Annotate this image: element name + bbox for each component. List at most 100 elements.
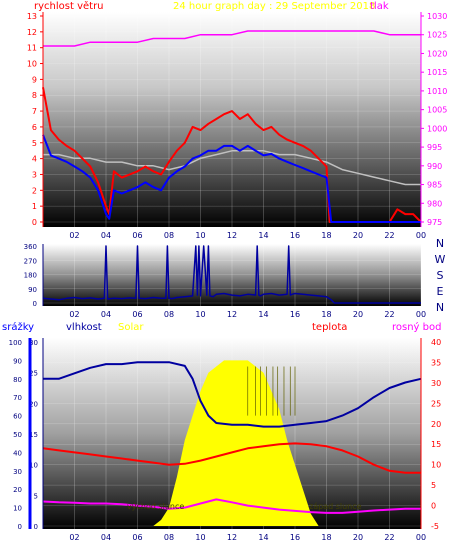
compass-letter: E: [437, 285, 444, 298]
x-tick-label: 08: [164, 533, 174, 542]
pressure-tick-label: 1015: [427, 68, 447, 77]
x-tick-label: 02: [69, 533, 79, 542]
dewpoint-line: [42, 498, 421, 514]
rain-tick-label: 90: [13, 357, 22, 365]
compass-letter: N: [436, 237, 444, 250]
x-tick-label: 10: [195, 533, 205, 542]
x-tick-label: 02: [69, 310, 79, 319]
temp-tick-label: 35: [431, 358, 441, 367]
temp-lines: [42, 361, 422, 514]
wind-tick-label: 8: [32, 91, 37, 100]
wind-tick-label: 2: [32, 186, 37, 195]
x-tick-label: 00: [416, 231, 426, 240]
pressure-tick-label: 990: [427, 162, 442, 171]
rain-axis-label: srážky: [2, 321, 34, 333]
temperature-line: [42, 442, 421, 474]
x-tick-label: 14: [258, 231, 268, 240]
pressure-tick-label: 1000: [427, 124, 447, 133]
wind-pressure-plot-area: [43, 12, 421, 227]
solar-tick-label: 15: [29, 431, 38, 439]
x-tick-label: 14: [258, 533, 268, 542]
wind-tick-label: 12: [27, 28, 37, 37]
x-tick-label: 22: [384, 310, 394, 319]
temp-tick-label: 20: [431, 420, 441, 429]
rain-tick-label: 60: [13, 413, 22, 421]
x-tick-label: 04: [101, 533, 111, 542]
wind-tick-label: 7: [32, 107, 37, 116]
wind-tick-label: 1: [32, 202, 37, 211]
x-tick-label: 08: [164, 310, 174, 319]
pressure-axis-label: tlak: [370, 1, 389, 12]
rain-tick-label: 50: [13, 431, 22, 439]
x-tick-label: 08: [164, 231, 174, 240]
x-tick-label: 10: [195, 231, 205, 240]
humidity-line: [43, 361, 422, 428]
wind-tick-label: 11: [27, 44, 37, 53]
pressure-trace-old: [43, 150, 421, 186]
pressure-tick-label: 1030: [427, 12, 447, 21]
temp-tick-label: 10: [431, 461, 441, 470]
x-tick-label: 12: [227, 231, 237, 240]
wind-direction-ticks: 0 90 180 270 360 02 04 06 08 10 12 14 16 18 20 22 00: [24, 243, 426, 319]
sunrise-label: východ slunce: [127, 502, 184, 511]
pressure-tick-label: 975: [427, 218, 442, 227]
direction-tick-label: 0: [33, 300, 37, 308]
pressure-tick-label: 995: [427, 143, 442, 152]
x-tick-label: 16: [290, 310, 300, 319]
x-tick-label: 20: [353, 310, 363, 319]
x-tick-label: 02: [69, 231, 79, 240]
pressure-tick-label: 1020: [427, 49, 447, 58]
x-tick-label: 12: [227, 533, 237, 542]
x-tick-label: 14: [258, 310, 268, 319]
wind-pressure-lines: [42, 30, 422, 223]
x-tick-label: 22: [384, 533, 394, 542]
solar-fill: [43, 360, 421, 526]
pressure-tick-label: 1010: [427, 87, 447, 96]
rain-tick-label: 70: [13, 394, 22, 402]
compass-letter: S: [437, 269, 444, 282]
pressure-tick-label: 985: [427, 181, 442, 190]
direction-tick-label: 360: [24, 243, 37, 251]
rain-tick-label: 20: [13, 486, 22, 494]
wind-direction-line: [42, 245, 421, 304]
solar-tick-label: 10: [29, 462, 38, 470]
x-tick-label: 06: [132, 310, 142, 319]
wind-tick-label: 13: [27, 12, 37, 21]
pressure-tick-label: 1025: [427, 31, 447, 40]
x-tick-label: 18: [321, 310, 331, 319]
x-tick-label: 00: [416, 533, 426, 542]
solar-area: [43, 360, 421, 526]
wind-pressure-ticks: 0123456789101112139759809859909951000100…: [27, 12, 447, 240]
wind-axis-label: rychlost větru: [34, 0, 104, 12]
temp-tick-label: 40: [431, 338, 441, 347]
solar-tick-label: 25: [29, 370, 38, 378]
chart-title: 24 hour graph day : 29 September 2018: [173, 1, 375, 12]
temp-tick-label: 15: [431, 440, 441, 449]
wind-tick-label: 9: [32, 75, 37, 84]
solar-axis-label: Solar: [118, 322, 144, 333]
x-tick-label: 20: [353, 533, 363, 542]
temp-tick-label: 30: [431, 379, 441, 388]
wind-tick-label: 4: [32, 155, 37, 164]
rain-tick-label: 30: [13, 468, 22, 476]
pressure-tick-label: 1005: [427, 106, 447, 115]
x-tick-label: 00: [416, 310, 426, 319]
solar-tick-label: 5: [34, 492, 38, 500]
wind-tick-label: 6: [32, 123, 37, 132]
direction-tick-label: 180: [24, 272, 37, 280]
direction-tick-label: 270: [24, 257, 37, 265]
temp-tick-label: -5: [431, 522, 439, 531]
rain-tick-label: 80: [13, 376, 22, 384]
rain-tick-label: 100: [9, 339, 22, 347]
temp-ticks: -5 0 5 10 15 20 25 30 35 40 0 5 10 15 20 25 30 0 10 20 30 40 5…: [9, 338, 441, 542]
x-tick-label: 04: [101, 231, 111, 240]
x-tick-label: 22: [384, 231, 394, 240]
wind-direction-lines: [42, 245, 421, 304]
wind-tick-label: 5: [32, 139, 37, 148]
x-tick-label: 20: [353, 231, 363, 240]
rain-tick-label: 0: [18, 523, 22, 531]
pressure-line: [43, 30, 421, 47]
sunset-label: západ slunce: [309, 502, 362, 511]
